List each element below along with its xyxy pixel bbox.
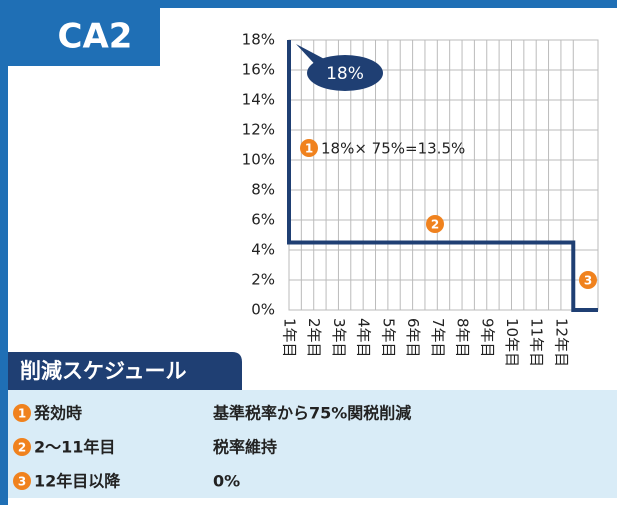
marker-number: 3 — [584, 274, 592, 288]
schedule-period: 12年目以降 — [34, 472, 121, 491]
annotation: 18%× 75%=13.5% — [321, 140, 465, 158]
y-tick-label: 12% — [242, 121, 275, 139]
schedule-tab — [8, 352, 242, 390]
x-tick-label: 9年目 — [478, 318, 496, 358]
schedule-detail: 0% — [213, 472, 240, 491]
y-tick-label: 2% — [251, 271, 275, 289]
badge: CA2 — [58, 17, 133, 57]
callout-bubble — [307, 55, 383, 91]
marker-circle — [13, 472, 31, 490]
marker-circle — [13, 404, 31, 422]
x-tick-label: 11年目 — [528, 318, 546, 367]
x-tick-label: 12年目 — [552, 318, 570, 367]
y-tick-label: 14% — [242, 91, 275, 109]
callout-text: 18% — [326, 64, 364, 84]
marker-circle — [13, 438, 31, 456]
x-tick-label: 6年目 — [404, 318, 422, 358]
schedule-period: 2〜11年目 — [34, 438, 115, 457]
schedule-detail: 税率維持 — [213, 438, 277, 457]
marker-number: 1 — [305, 142, 313, 156]
x-tick-label: 4年目 — [355, 318, 373, 358]
x-tick-label: 8年目 — [454, 318, 472, 358]
frame-top — [0, 0, 617, 8]
y-tick-label: 16% — [242, 61, 275, 79]
x-tick-label: 5年目 — [379, 318, 397, 358]
marker-circle — [300, 139, 318, 157]
y-tick-label: 4% — [251, 241, 275, 259]
marker-number: 2 — [431, 218, 439, 232]
y-tick-label: 0% — [251, 301, 275, 319]
x-tick-label: 3年目 — [330, 318, 348, 358]
frame-left — [0, 0, 8, 505]
marker-number: 1 — [18, 407, 26, 421]
marker-circle — [426, 215, 444, 233]
schedule-title: 削減スケジュール — [20, 359, 187, 383]
y-tick-label: 8% — [251, 181, 275, 199]
y-tick-label: 18% — [242, 31, 275, 49]
schedule-detail: 基準税率から75%関税削減 — [212, 404, 411, 423]
y-tick-label: 6% — [251, 211, 275, 229]
schedule-period: 発効時 — [33, 404, 82, 423]
x-tick-label: 10年目 — [503, 318, 521, 367]
marker-circle — [579, 271, 597, 289]
x-tick-label: 7年目 — [429, 318, 447, 358]
step-line — [287, 40, 598, 312]
marker-number: 3 — [18, 475, 26, 489]
x-tick-label: 2年目 — [305, 318, 323, 358]
y-tick-label: 10% — [242, 151, 275, 169]
x-tick-label: 1年目 — [281, 318, 299, 358]
schedule-panel — [8, 390, 617, 498]
badge-box — [0, 0, 160, 66]
marker-number: 2 — [18, 441, 26, 455]
